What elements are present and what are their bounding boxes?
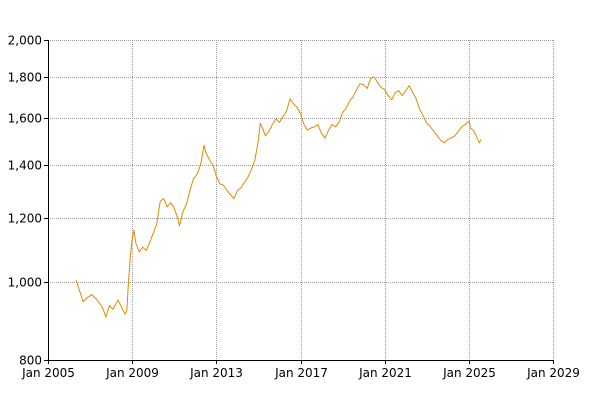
axes — [44, 40, 554, 364]
x-tick-label: Jan 2025 — [442, 366, 496, 380]
x-tick-label: Jan 2017 — [274, 366, 328, 380]
x-tick-label: Jan 2005 — [21, 366, 75, 380]
grid — [48, 40, 554, 360]
y-tick-label: 1,200 — [8, 212, 42, 226]
x-tick-label: Jan 2013 — [189, 366, 243, 380]
y-tick-label: 1,400 — [8, 159, 42, 173]
y-tick-label: 2,000 — [8, 34, 42, 48]
y-tick-label: 800 — [19, 354, 42, 368]
x-tick-label: Jan 2029 — [526, 366, 580, 380]
series-layer — [75, 76, 482, 318]
y-tick-label: 1,800 — [8, 71, 42, 85]
x-tick-label: Jan 2009 — [105, 366, 159, 380]
y-tick-label: 1,000 — [8, 276, 42, 290]
x-tick-label: Jan 2021 — [358, 366, 412, 380]
y-tick-label: 1,600 — [8, 112, 42, 126]
tick-labels: 800 1,000 1,200 1,400 1,600 1,800 2,000 Jan 200… — [8, 34, 580, 381]
series-line — [75, 76, 482, 318]
